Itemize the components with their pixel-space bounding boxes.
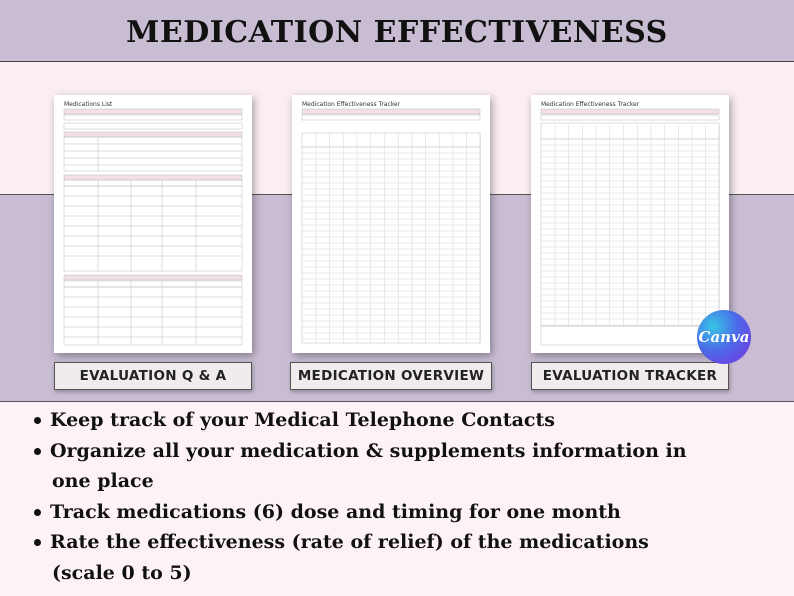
feature-text-continued: (scale 0 to 5) xyxy=(52,561,192,584)
page-title: MEDICATION EFFECTIVENESS xyxy=(126,15,668,50)
bullet-icon xyxy=(34,539,41,546)
feature-text: Track medications (6) dose and timing fo… xyxy=(50,500,621,523)
feature-item: Track medications (6) dose and timing fo… xyxy=(30,497,770,528)
bottom-panel xyxy=(0,403,794,596)
label-evaluation-tracker: EVALUATION TRACKER xyxy=(531,362,729,390)
sheet-title: Medications List xyxy=(64,101,113,108)
preview-medications-list: Medications List xyxy=(54,95,252,353)
feature-text: Keep track of your Medical Telephone Con… xyxy=(50,409,555,431)
preview-evaluation-tracker: Medication Effectiveness Tracker xyxy=(531,95,729,353)
bullet-icon xyxy=(34,508,41,516)
sheet-title: Medication Effectiveness Tracker xyxy=(541,101,640,108)
feature-text-continued: one place xyxy=(52,470,154,492)
sheet-title: Medication Effectiveness Tracker xyxy=(302,101,401,108)
feature-item: Keep track of your Medical Telephone Con… xyxy=(30,405,770,436)
feature-list: Keep track of your Medical Telephone Con… xyxy=(30,405,770,588)
label-evaluation-qa: EVALUATION Q & A xyxy=(54,362,252,390)
tracker-grid xyxy=(301,108,481,344)
feature-text: Organize all your medication & supplemen… xyxy=(50,439,687,462)
label-medication-overview: MEDICATION OVERVIEW xyxy=(290,362,492,390)
bullet-icon xyxy=(34,417,41,424)
title-band xyxy=(0,0,794,62)
bullet-icon xyxy=(34,447,41,455)
feature-text: Rate the effectiveness (rate of relief) … xyxy=(50,531,649,553)
tracker-grid xyxy=(540,108,720,346)
canva-logo: Canva xyxy=(697,310,751,364)
feature-item: Rate the effectiveness (rate of relief) … xyxy=(30,527,770,588)
preview-effectiveness-tracker: Medication Effectiveness Tracker xyxy=(292,95,490,353)
feature-item: Organize all your medication & supplemen… xyxy=(30,436,770,497)
medications-list-form-lines xyxy=(63,108,243,346)
